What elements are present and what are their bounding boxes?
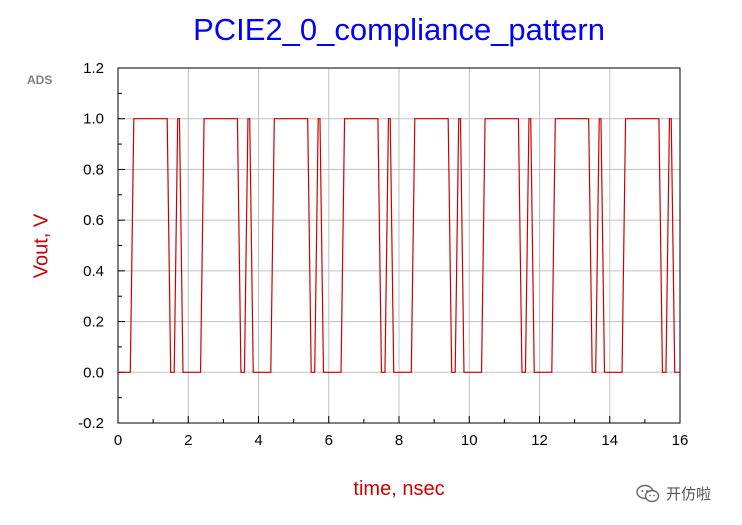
x-tick-label: 0 — [114, 432, 122, 449]
y-tick-label: 1.0 — [83, 111, 104, 128]
series-line — [118, 118, 680, 373]
x-tick-label: 12 — [531, 432, 548, 449]
x-tick-label: 6 — [325, 432, 333, 449]
x-tick-label: 10 — [461, 432, 478, 449]
y-tick-label: 1.2 — [83, 60, 104, 77]
y-tick-label: 0.6 — [83, 212, 104, 229]
x-tick-label: 14 — [601, 432, 618, 449]
watermark-text: 开仿啦 — [666, 486, 712, 503]
x-tick-label: 2 — [184, 432, 192, 449]
x-tick-label: 8 — [395, 432, 403, 449]
wechat-icon — [636, 484, 660, 502]
x-axis-label: time, nsec — [353, 478, 445, 500]
y-tick-label: 0.4 — [83, 263, 104, 280]
y-tick-label: 0.8 — [83, 161, 104, 178]
watermark: 开仿啦 — [636, 483, 711, 504]
x-tick-label: 4 — [254, 432, 262, 449]
ads-brand-label: ADS — [27, 73, 53, 87]
y-tick-label: 0.0 — [83, 364, 104, 381]
y-tick-label: 0.2 — [83, 314, 104, 331]
y-tick-label: -0.2 — [78, 415, 104, 432]
chart-title: PCIE2_0_compliance_pattern — [193, 12, 605, 47]
x-tick-label: 16 — [672, 432, 689, 449]
